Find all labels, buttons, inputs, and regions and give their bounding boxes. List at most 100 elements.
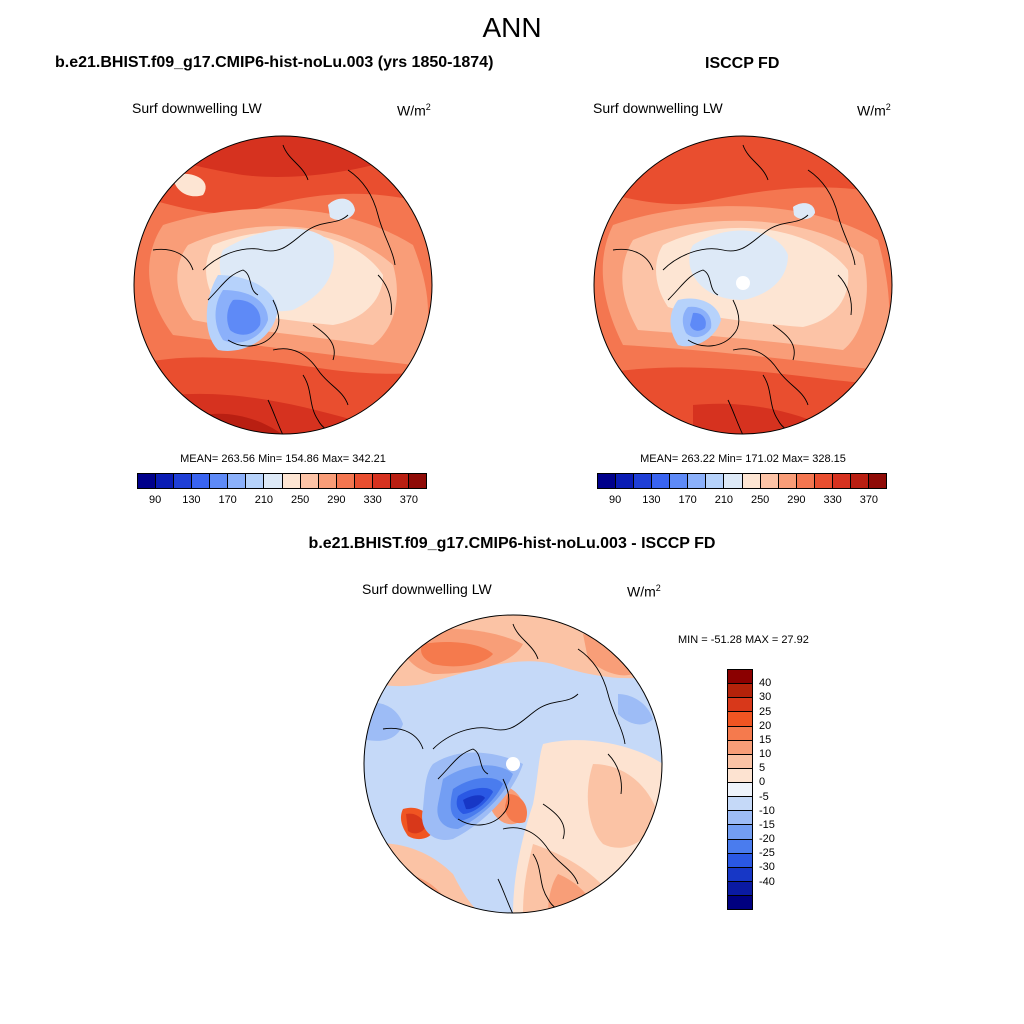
colorbar-cell: [156, 474, 175, 488]
panel-1-title: b.e21.BHIST.f09_g17.CMIP6-hist-noLu.003 …: [55, 54, 494, 71]
colorbar-cell: [318, 474, 337, 488]
colorbar-cell: [616, 474, 635, 488]
panel-3-units: W/m2: [627, 583, 661, 600]
colorbar-cell: [814, 474, 833, 488]
colorbar-tick-label: 290: [327, 494, 346, 506]
panel-2-stats: MEAN= 263.22 Min= 171.02 Max= 328.15: [640, 453, 846, 465]
colorbar-cell: [728, 768, 752, 783]
colorbar-tick-label: -30: [759, 861, 775, 874]
panel-1-colorbar: [137, 473, 427, 489]
colorbar-tick-label: 330: [363, 494, 382, 506]
colorbar-tick-label: 170: [678, 494, 697, 506]
colorbar-cell: [228, 474, 247, 488]
colorbar-cell: [598, 474, 617, 488]
colorbar-cell: [728, 698, 752, 713]
panel-3-variable: Surf downwelling LW: [362, 581, 492, 597]
panel-2-polar-map: [593, 135, 893, 435]
colorbar-cell: [210, 474, 229, 488]
colorbar-tick-label: -25: [759, 847, 775, 860]
colorbar-cell: [354, 474, 373, 488]
colorbar-tick-label: 40: [759, 677, 772, 690]
colorbar-cell: [408, 474, 426, 488]
colorbar-cell: [728, 896, 752, 910]
colorbar-tick-label: 25: [759, 705, 772, 718]
colorbar-tick-label: 20: [759, 719, 772, 732]
panel-3-colorbar-ticks: 40 30 25 20 15 10 5 0 -5 -10 -15 -20 -25 -30 -40: [759, 669, 799, 910]
colorbar-tick-label: -10: [759, 804, 775, 817]
colorbar-cell: [850, 474, 869, 488]
colorbar-cell: [652, 474, 671, 488]
colorbar-tick-label: 90: [149, 494, 162, 506]
colorbar-tick-label: 5: [759, 762, 766, 775]
colorbar-cell: [706, 474, 725, 488]
colorbar-tick-label: 90: [609, 494, 622, 506]
colorbar-tick-label: 130: [642, 494, 661, 506]
panel-2-units: W/m2: [857, 102, 891, 119]
colorbar-cell: [728, 726, 752, 741]
colorbar-cell: [728, 740, 752, 755]
colorbar-tick-label: 370: [859, 494, 879, 506]
colorbar-cell: [174, 474, 193, 488]
colorbar-tick-label: 0: [759, 776, 766, 789]
colorbar-cell: [282, 474, 301, 488]
colorbar-tick-label: 210: [254, 494, 274, 506]
panel-2-colorbar: [597, 473, 887, 489]
panel-1-stats: MEAN= 263.56 Min= 154.86 Max= 342.21: [180, 453, 386, 465]
colorbar-cell: [390, 474, 409, 488]
colorbar-cell: [728, 839, 752, 854]
colorbar-cell: [728, 881, 752, 896]
colorbar-tick-label: -5: [759, 790, 769, 803]
colorbar-cell: [796, 474, 815, 488]
colorbar-cell: [372, 474, 391, 488]
colorbar-cell: [336, 474, 355, 488]
colorbar-cell: [728, 783, 752, 798]
colorbar-cell: [670, 474, 689, 488]
panel-3-colorbar: [727, 669, 753, 910]
colorbar-tick-label: 10: [759, 748, 772, 761]
colorbar-tick-label: 250: [750, 494, 770, 506]
colorbar-cell: [138, 474, 157, 488]
colorbar-tick-label: 15: [759, 733, 772, 746]
colorbar-cell: [246, 474, 265, 488]
colorbar-cell: [728, 825, 752, 840]
colorbar-cell: [728, 754, 752, 769]
colorbar-tick-label: 210: [714, 494, 734, 506]
colorbar-cell: [728, 811, 752, 826]
colorbar-cell: [728, 684, 752, 699]
colorbar-cell: [634, 474, 653, 488]
colorbar-tick-label: 370: [399, 494, 419, 506]
colorbar-tick-label: 30: [759, 691, 772, 704]
colorbar-cell: [192, 474, 211, 488]
colorbar-tick-label: 130: [182, 494, 201, 506]
panel-2-variable: Surf downwelling LW: [593, 100, 723, 116]
colorbar-cell: [728, 712, 752, 727]
panel-1-units: W/m2: [397, 102, 431, 119]
colorbar-tick-label: 250: [290, 494, 310, 506]
colorbar-cell: [832, 474, 851, 488]
panel-3-stats: MIN = -51.28 MAX = 27.92: [678, 634, 809, 646]
colorbar-cell: [728, 797, 752, 812]
colorbar-tick-label: -40: [759, 875, 775, 888]
colorbar-cell: [742, 474, 761, 488]
colorbar-cell: [264, 474, 283, 488]
panel-2-title: ISCCP FD: [705, 55, 780, 72]
colorbar-cell: [300, 474, 319, 488]
panel-3-polar-map: [363, 614, 663, 914]
page-title: ANN: [482, 12, 542, 43]
panel-1-variable: Surf downwelling LW: [132, 100, 262, 116]
colorbar-cell: [724, 474, 743, 488]
panel-3-title: b.e21.BHIST.f09_g17.CMIP6-hist-noLu.003 …: [308, 535, 716, 552]
colorbar-cell: [778, 474, 797, 488]
colorbar-cell: [688, 474, 707, 488]
colorbar-cell: [728, 867, 752, 882]
colorbar-cell: [868, 474, 886, 488]
panel-1-polar-map: [133, 135, 433, 435]
panel-1-colorbar-ticks: 90 130 170 210 250 290 330 370: [137, 494, 427, 508]
colorbar-cell: [728, 853, 752, 868]
colorbar-cell: [728, 670, 752, 685]
colorbar-tick-label: -20: [759, 833, 775, 846]
colorbar-tick-label: 170: [218, 494, 237, 506]
colorbar-cell: [760, 474, 779, 488]
colorbar-tick-label: -15: [759, 818, 775, 831]
panel-2-colorbar-ticks: 90 130 170 210 250 290 330 370: [597, 494, 887, 508]
